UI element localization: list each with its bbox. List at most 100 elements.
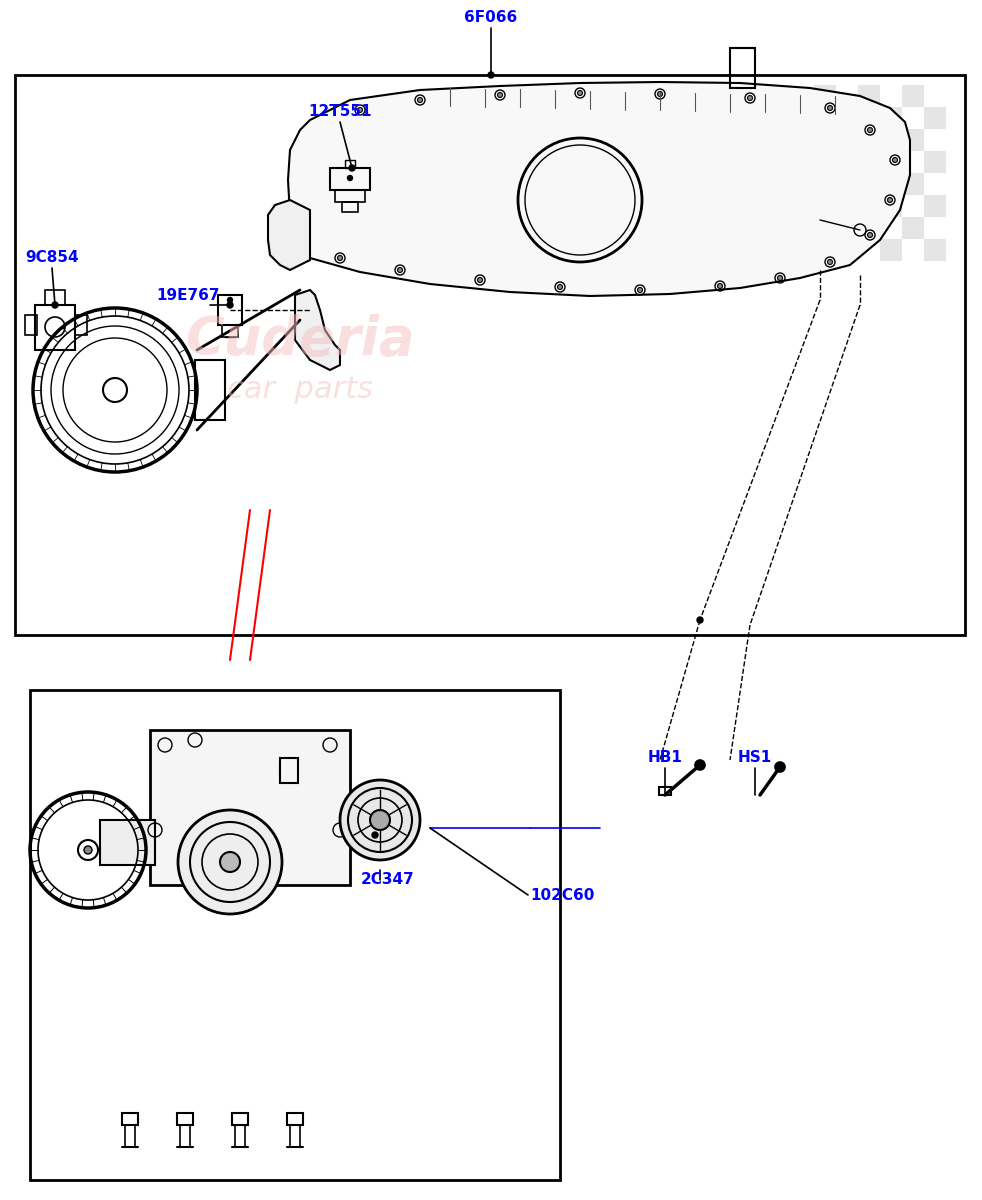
Bar — [814, 128, 836, 151]
Circle shape — [658, 91, 663, 96]
Circle shape — [227, 302, 233, 308]
Circle shape — [340, 780, 420, 860]
Circle shape — [558, 284, 563, 289]
Bar — [792, 239, 814, 260]
Bar — [100, 820, 155, 865]
Bar — [177, 1114, 193, 1126]
Bar — [902, 128, 924, 151]
Bar — [75, 314, 87, 335]
Bar — [342, 202, 358, 212]
Bar — [880, 151, 902, 173]
Bar — [25, 314, 37, 335]
Circle shape — [349, 164, 355, 170]
Bar — [770, 217, 792, 239]
Bar — [924, 151, 946, 173]
Polygon shape — [295, 290, 340, 370]
Bar — [222, 325, 238, 337]
Bar — [924, 194, 946, 217]
Bar — [180, 1126, 190, 1147]
Circle shape — [357, 108, 362, 113]
Circle shape — [348, 175, 353, 180]
Bar — [218, 295, 242, 325]
Circle shape — [52, 302, 58, 308]
Circle shape — [84, 846, 92, 854]
Bar — [836, 194, 858, 217]
Bar — [45, 290, 65, 305]
Circle shape — [488, 72, 494, 78]
Bar — [814, 173, 836, 194]
Circle shape — [338, 256, 343, 260]
Circle shape — [697, 617, 703, 623]
Bar — [858, 173, 880, 194]
Bar — [902, 173, 924, 194]
Circle shape — [228, 298, 233, 302]
Bar — [770, 85, 792, 107]
Bar — [858, 128, 880, 151]
Bar — [814, 217, 836, 239]
Circle shape — [747, 96, 752, 101]
Bar — [335, 190, 365, 202]
Bar — [924, 239, 946, 260]
Bar — [902, 217, 924, 239]
Bar — [345, 160, 355, 168]
Bar — [792, 151, 814, 173]
Bar — [836, 107, 858, 128]
Text: HB1: HB1 — [647, 750, 682, 766]
Circle shape — [893, 157, 898, 162]
Text: 6F066: 6F066 — [464, 11, 518, 25]
Circle shape — [778, 276, 783, 281]
Text: 19E767: 19E767 — [156, 288, 220, 302]
Bar — [770, 128, 792, 151]
Circle shape — [372, 832, 378, 838]
Bar — [880, 194, 902, 217]
Bar — [290, 1126, 300, 1147]
Bar — [125, 1126, 135, 1147]
Circle shape — [398, 268, 403, 272]
Bar — [195, 360, 225, 420]
Text: HS1: HS1 — [737, 750, 772, 766]
Bar — [659, 787, 671, 794]
Circle shape — [417, 97, 422, 102]
Circle shape — [888, 198, 893, 203]
Text: 102C60: 102C60 — [530, 888, 594, 902]
Polygon shape — [288, 82, 910, 296]
Circle shape — [637, 288, 642, 293]
Bar — [150, 730, 350, 886]
Bar — [287, 1114, 303, 1126]
Bar — [30, 690, 560, 1180]
Text: 2C347: 2C347 — [361, 872, 414, 888]
Bar — [122, 1114, 138, 1126]
Circle shape — [695, 760, 705, 770]
Polygon shape — [268, 200, 310, 270]
Circle shape — [828, 259, 833, 264]
Circle shape — [867, 127, 872, 132]
Bar — [280, 758, 298, 782]
Bar — [836, 239, 858, 260]
Circle shape — [718, 283, 723, 288]
Circle shape — [220, 852, 240, 872]
Text: 12T551: 12T551 — [308, 104, 372, 120]
Text: Cuderia: Cuderia — [186, 314, 414, 366]
Bar — [924, 107, 946, 128]
Circle shape — [696, 761, 704, 769]
Circle shape — [867, 233, 872, 238]
Bar — [880, 107, 902, 128]
Circle shape — [776, 763, 784, 770]
Circle shape — [577, 90, 582, 96]
Circle shape — [52, 302, 58, 307]
Circle shape — [828, 106, 833, 110]
Text: car  parts: car parts — [227, 376, 373, 404]
Bar — [15, 74, 965, 635]
Bar — [858, 217, 880, 239]
Circle shape — [370, 810, 390, 830]
Bar — [880, 239, 902, 260]
Bar — [858, 85, 880, 107]
Bar — [770, 173, 792, 194]
Circle shape — [178, 810, 282, 914]
Bar — [330, 168, 370, 190]
Bar — [730, 48, 755, 88]
Circle shape — [498, 92, 503, 97]
Bar — [792, 107, 814, 128]
Bar — [792, 194, 814, 217]
Bar — [814, 85, 836, 107]
